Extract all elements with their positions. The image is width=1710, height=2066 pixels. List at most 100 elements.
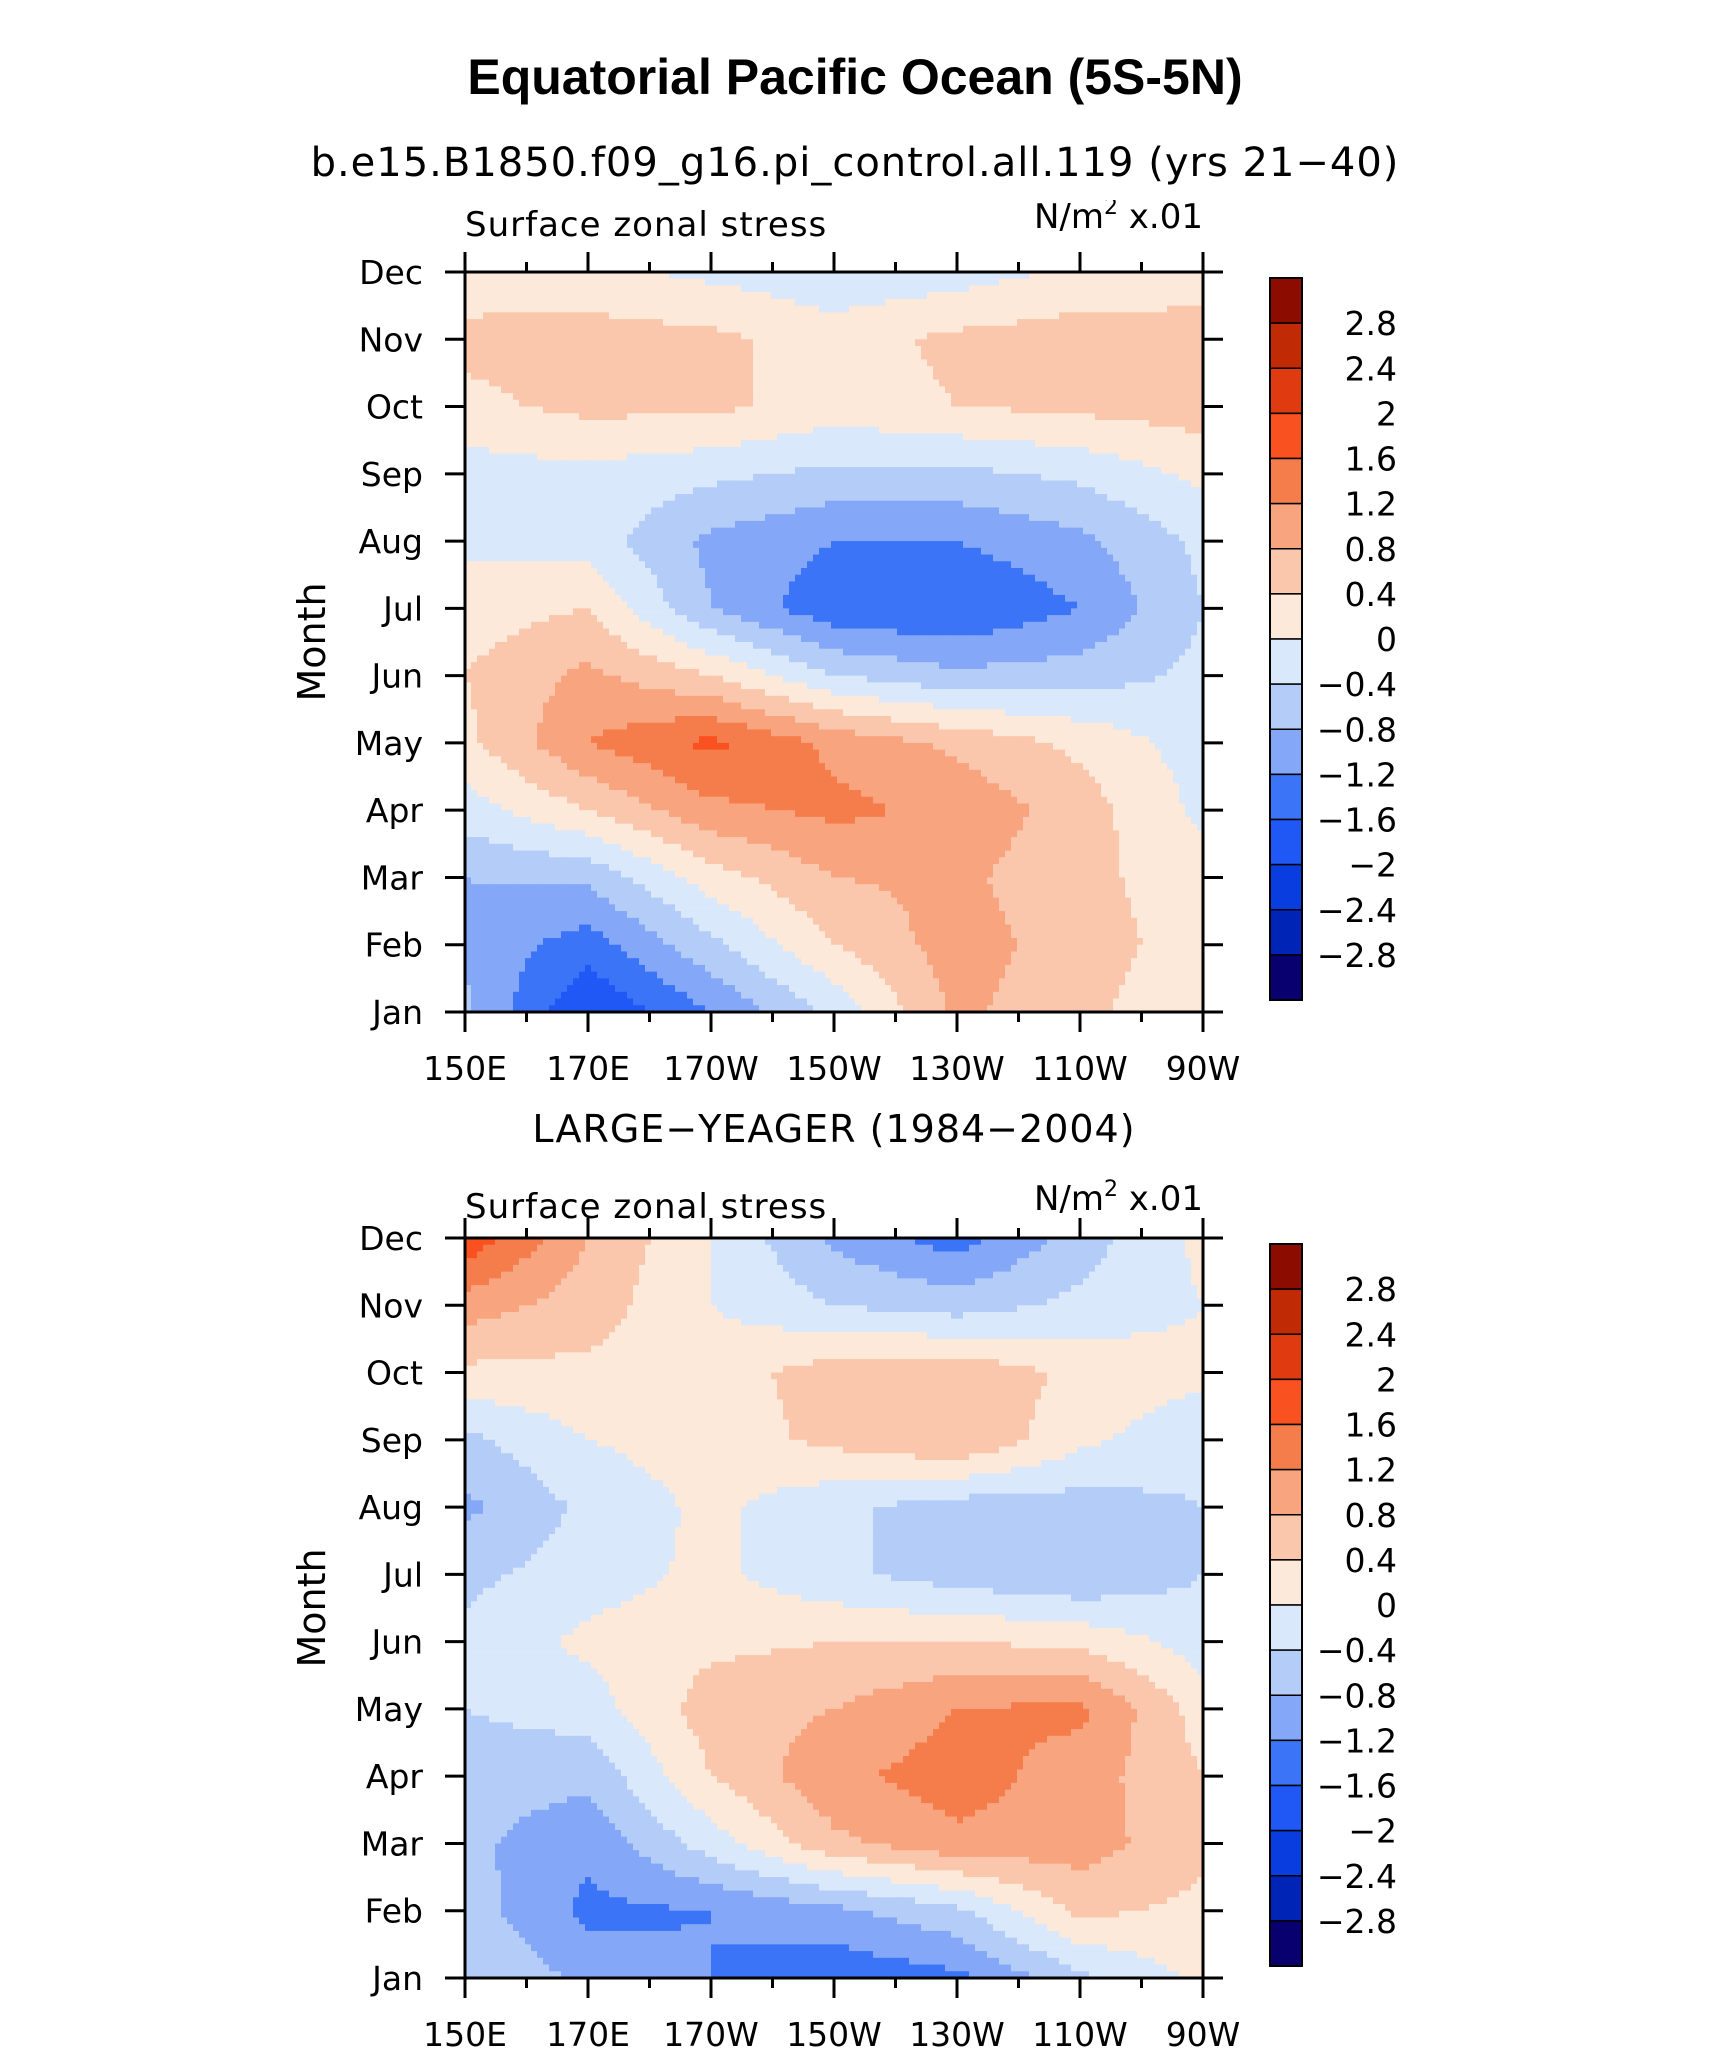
contour-cell — [1125, 487, 1132, 495]
contour-cell — [1155, 272, 1162, 280]
contour-cell — [909, 507, 916, 515]
contour-cell — [633, 359, 640, 367]
contour-cell — [501, 393, 508, 401]
contour-cell — [621, 487, 628, 495]
contour-cell — [771, 527, 778, 535]
contour-cell — [699, 325, 706, 334]
contour-cell — [855, 494, 862, 502]
contour-cell — [903, 406, 910, 414]
contour-cell — [471, 372, 478, 381]
contour-cell — [861, 339, 868, 347]
contour-cell — [819, 272, 826, 280]
contour-cell — [855, 433, 862, 441]
contour-cell — [825, 272, 832, 280]
contour-cell — [549, 339, 556, 347]
contour-cell — [663, 440, 670, 448]
contour-cell — [693, 366, 700, 374]
contour-cell — [591, 393, 598, 401]
contour-cell — [519, 278, 526, 287]
contour-cell — [627, 433, 634, 441]
contour-cell — [711, 527, 718, 535]
contour-cell — [1185, 446, 1192, 455]
contour-cell — [867, 292, 874, 300]
contour-cell — [969, 352, 976, 361]
contour-cell — [717, 527, 724, 535]
contour-cell — [1077, 406, 1084, 414]
contour-cell — [615, 453, 622, 461]
contour-cell — [711, 319, 718, 327]
contour-cell — [1053, 446, 1060, 455]
contour-cell — [537, 285, 544, 293]
contour-cell — [561, 366, 568, 374]
contour-cell — [879, 339, 886, 347]
contour-cell — [831, 534, 838, 542]
contour-cell — [969, 339, 976, 347]
contour-cell — [903, 514, 910, 522]
contour-cell — [933, 298, 940, 307]
contour-cell — [1107, 480, 1114, 488]
contour-cell — [525, 534, 532, 542]
contour-cell — [915, 534, 922, 542]
contour-cell — [1173, 399, 1180, 408]
contour-cell — [585, 487, 592, 495]
contour-cell — [1095, 514, 1102, 522]
contour-cell — [801, 433, 808, 441]
contour-cell — [735, 366, 742, 374]
contour-cell — [717, 298, 724, 307]
contour-cell — [1011, 534, 1018, 542]
contour-cell — [663, 467, 670, 475]
contour-cell — [1029, 278, 1036, 287]
contour-cell — [579, 460, 586, 468]
contour-cell — [639, 520, 646, 529]
contour-cell — [867, 426, 874, 435]
contour-cell — [519, 527, 526, 535]
contour-cell — [1185, 312, 1192, 320]
contour-cell — [507, 278, 514, 287]
contour-cell — [657, 420, 664, 428]
contour-cell — [1119, 446, 1126, 455]
contour-cell — [1131, 305, 1138, 313]
contour-cell — [963, 292, 970, 300]
contour-cell — [1143, 339, 1150, 347]
contour-cell — [873, 413, 880, 421]
contour-cell — [987, 298, 994, 307]
contour-cell — [807, 386, 814, 394]
contour-cell — [951, 272, 958, 280]
contour-cell — [645, 332, 652, 340]
contour-cell — [759, 446, 766, 455]
contour-cell — [1023, 446, 1030, 455]
contour-cell — [897, 413, 904, 421]
contour-cell — [933, 359, 940, 367]
contour-cell — [801, 420, 808, 428]
contour-cell — [681, 339, 688, 347]
contour-cell — [753, 507, 760, 515]
contour-cell — [1155, 480, 1162, 488]
contour-cell — [513, 372, 520, 381]
contour-cell — [867, 285, 874, 293]
contour-cell — [585, 305, 592, 313]
contour-cell — [657, 453, 664, 461]
contour-cell — [477, 278, 484, 287]
contour-cell — [939, 527, 946, 535]
contour-cell — [777, 541, 784, 549]
contour-cell — [1077, 534, 1084, 542]
contour-cell — [831, 426, 838, 435]
contour-cell — [981, 359, 988, 367]
contour-cell — [897, 359, 904, 367]
contour-cell — [471, 393, 478, 401]
contour-cell — [1083, 305, 1090, 313]
contour-cell — [915, 305, 922, 313]
contour-cell — [1005, 339, 1012, 347]
contour-cell — [591, 520, 598, 529]
contour-cell — [789, 541, 796, 549]
contour-cell — [1035, 372, 1042, 381]
contour-cell — [873, 507, 880, 515]
contour-cell — [651, 453, 658, 461]
contour-cell — [735, 527, 742, 535]
contour-cell — [813, 379, 820, 387]
contour-cell — [981, 507, 988, 515]
contour-cell — [1065, 332, 1072, 340]
contour-cell — [471, 339, 478, 347]
contour-cell — [903, 272, 910, 280]
contour-cell — [837, 413, 844, 421]
